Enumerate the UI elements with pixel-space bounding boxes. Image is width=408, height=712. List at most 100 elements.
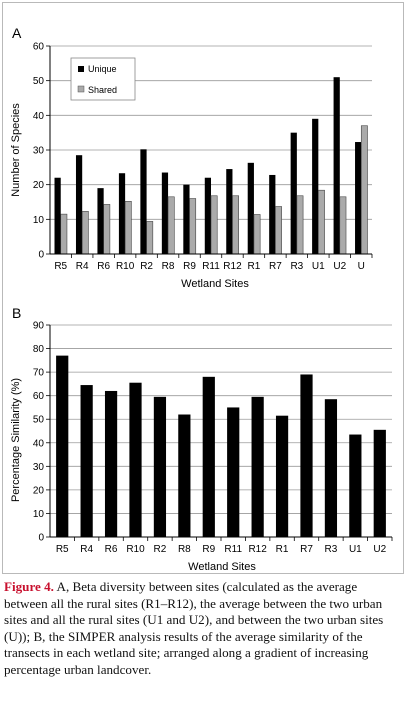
bar-unique-r5	[54, 177, 61, 254]
bar-shared-r11	[210, 195, 218, 255]
y-tick-label: 10	[33, 215, 45, 226]
bar-shared-u	[360, 125, 368, 255]
y-tick-label: 20	[33, 180, 45, 191]
x-tick-label: R6	[97, 261, 110, 272]
bar-similarity-u2	[373, 429, 386, 537]
x-tick-label: R12	[223, 261, 242, 272]
y-axis-label-a: Number of Species	[10, 103, 22, 197]
legend-frame-a	[70, 57, 136, 101]
legend-swatch-unique	[78, 66, 84, 72]
y-tick-label: 50	[33, 415, 45, 426]
y-tick-label: 50	[33, 76, 45, 87]
x-tick-label: R3	[290, 261, 303, 272]
y-ticks-b: 0 10 20 30 40 50 60 70 80 90	[33, 321, 45, 544]
x-tick-label: U	[358, 261, 365, 272]
bar-unique-u2	[333, 77, 340, 254]
x-tick-label: R7	[300, 544, 313, 555]
x-axis-label-a: Wetland Sites	[181, 278, 249, 290]
x-tick-label: R4	[80, 544, 93, 555]
bar-shared-u1	[318, 189, 325, 255]
x-tick-label: U1	[349, 544, 362, 555]
bar-unique-r6	[97, 188, 104, 254]
bar-unique-r11	[204, 177, 211, 254]
bar-unique-r8	[161, 172, 169, 254]
bar-unique-r3	[290, 132, 297, 254]
x-tick-label: R5	[54, 261, 67, 272]
y-tick-label: 70	[33, 368, 45, 379]
x-tick-label: U1	[312, 261, 325, 272]
grid-b	[50, 324, 392, 514]
bar-shared-r5	[60, 213, 68, 255]
bar-similarity-r8	[178, 414, 191, 537]
x-tick-label: R11	[224, 544, 242, 555]
axes-a	[46, 45, 373, 258]
y-tick-label: 40	[33, 438, 45, 449]
legend-swatch-shared	[77, 85, 85, 93]
bars-b	[56, 355, 386, 537]
bar-unique-r7	[269, 174, 276, 254]
y-tick-label: 60	[33, 42, 45, 53]
bar-shared-r1	[253, 214, 261, 255]
figure-caption: Figure 4. A, Beta diversity between site…	[4, 579, 404, 679]
bar-unique-r9	[183, 184, 190, 254]
y-tick-label: 0	[38, 533, 44, 544]
bar-shared-r8	[167, 196, 175, 255]
y-tick-label: 10	[33, 509, 45, 520]
x-tick-label: R8	[162, 261, 175, 272]
y-axis-label-b: Percentage Similarity (%)	[10, 378, 22, 502]
bar-similarity-r1	[275, 415, 289, 537]
y-tick-label: 60	[33, 391, 45, 402]
bar-shared-r2	[146, 221, 154, 255]
y-tick-label: 30	[33, 146, 45, 157]
bar-unique-r2	[140, 149, 147, 254]
x-tick-label: R2	[154, 544, 167, 555]
x-tick-label: R2	[140, 261, 153, 272]
y-tick-label: 20	[33, 485, 45, 496]
bar-unique-r4	[75, 155, 83, 254]
x-tick-label: R7	[269, 261, 282, 272]
legend-a: Unique Shared	[70, 57, 136, 101]
x-tick-label: U2	[373, 544, 386, 555]
x-tick-label: R12	[248, 544, 267, 555]
x-ticks-a: R5 R4 R6 R10 R2 R8 R9 R11 R12 R1 R7 R3 U1 U2 U	[54, 261, 365, 272]
y-tick-label: 40	[33, 111, 45, 122]
x-axis-label-b: Wetland Sites	[188, 561, 256, 573]
x-tick-label: R3	[325, 544, 338, 555]
bar-unique-r10	[118, 173, 126, 254]
bar-unique-r12	[226, 169, 233, 254]
bar-shared-r3	[296, 195, 304, 255]
y-ticks-a: 0 10 20 30 40 50 60	[33, 42, 45, 261]
x-tick-label: R10	[126, 544, 145, 555]
bar-shared-r6	[103, 204, 111, 255]
legend-label-shared: Shared	[88, 85, 117, 95]
x-tick-label: R11	[202, 261, 220, 272]
x-tick-label: R6	[105, 544, 118, 555]
bars-a	[54, 77, 368, 255]
bar-similarity-r9	[202, 376, 215, 537]
caption-label: Figure 4.	[4, 579, 54, 594]
bar-similarity-r6	[104, 390, 118, 537]
bar-similarity-r2	[153, 396, 167, 537]
x-tick-label: R9	[183, 261, 196, 272]
y-tick-label: 80	[33, 344, 45, 355]
bar-unique-r1	[247, 162, 254, 254]
x-tick-label: R10	[116, 261, 135, 272]
axes-b	[46, 324, 393, 541]
bar-shared-r7	[275, 206, 282, 255]
y-tick-label: 0	[38, 250, 44, 261]
legend-label-unique: Unique	[88, 64, 117, 74]
x-tick-label: R8	[178, 544, 191, 555]
bar-shared-r4	[81, 211, 89, 255]
chart-b: 0 10 20 30 40 50 60 70 80 90 R5 R4 R6 R10 R2 R8 R9 R11 R1…	[10, 305, 393, 573]
caption-text: A, Beta diversity between sites (calcula…	[4, 579, 384, 677]
panel-label-b: B	[12, 305, 21, 321]
bar-shared-r9	[189, 198, 197, 255]
bar-similarity-u1	[349, 434, 362, 537]
x-tick-label: R9	[202, 544, 215, 555]
bar-shared-r12	[232, 195, 239, 255]
bar-similarity-r11	[227, 407, 240, 537]
y-tick-label: 30	[33, 462, 45, 473]
panel-label-a: A	[12, 25, 22, 41]
